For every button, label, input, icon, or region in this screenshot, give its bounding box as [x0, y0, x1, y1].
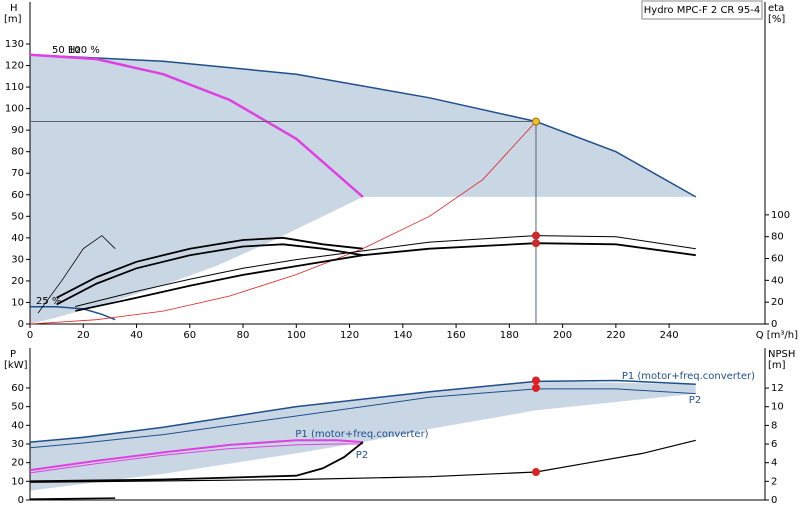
y-axis-unit: [m]	[4, 14, 22, 25]
operating-range	[30, 54, 696, 325]
curve	[29, 121, 537, 325]
y2-tick-label: 20	[771, 297, 784, 308]
y2-axis-unit: [%]	[768, 14, 785, 25]
annotation: 100 %	[68, 45, 100, 56]
y-axis-unit: [kW]	[4, 360, 28, 371]
y-axis-label: H	[10, 3, 18, 14]
y2-tick-label: 8	[771, 420, 777, 431]
y-tick-label: 60	[11, 190, 24, 201]
curve	[29, 497, 116, 500]
y-tick-label: 90	[11, 125, 24, 136]
series-label: P1 (motor+freq.converter)	[295, 429, 428, 440]
y-tick-label: 20	[11, 458, 24, 469]
annotation: 50 Hz	[52, 45, 81, 56]
curve	[29, 441, 364, 483]
y2-axis-label: eta	[768, 3, 784, 14]
x-tick-label: 40	[130, 330, 143, 341]
y2-axis-label: NPSH	[768, 349, 795, 360]
y-tick-label: 20	[11, 276, 24, 287]
y-tick-label: 70	[11, 168, 24, 179]
y2-tick-label: 4	[771, 458, 777, 469]
curve	[29, 53, 364, 198]
x-tick-label: 100	[287, 330, 306, 341]
x-tick-label: 20	[77, 330, 90, 341]
curve	[29, 443, 363, 474]
x-tick-label: 160	[447, 330, 466, 341]
y2-tick-label: 80	[771, 232, 784, 243]
x-tick-label: 200	[553, 330, 572, 341]
x-tick-label: 240	[660, 330, 679, 341]
y-tick-label: 10	[11, 476, 24, 487]
y-tick-label: 50	[11, 211, 24, 222]
y-tick-label: 0	[18, 495, 24, 506]
series-label: P2	[356, 450, 368, 461]
y2-tick-label: 6	[771, 439, 777, 450]
y-tick-label: 110	[5, 82, 24, 93]
y-tick-label: 30	[11, 439, 24, 450]
y2-tick-label: 60	[771, 254, 784, 265]
curve	[37, 235, 116, 314]
model-box	[641, 0, 763, 20]
y-tick-label: 100	[5, 104, 24, 115]
curve	[56, 243, 364, 306]
series-label: P2	[689, 395, 701, 406]
curve	[29, 379, 696, 443]
duty-point	[531, 376, 540, 385]
duty-point	[531, 468, 540, 477]
model-title: Hydro MPC-F 2 CR 95-4	[644, 5, 761, 16]
x-axis-label: Q [m³/h]	[756, 330, 798, 341]
y2-axis-unit: [m]	[768, 360, 786, 371]
y-tick-label: 0	[18, 319, 24, 330]
y-tick-label: 40	[11, 420, 24, 431]
y-tick-label: 30	[11, 254, 24, 265]
y-tick-label: 120	[5, 61, 24, 72]
curve	[29, 439, 363, 472]
y2-tick-label: 2	[771, 476, 777, 487]
x-tick-label: 60	[183, 330, 196, 341]
y-tick-label: 50	[11, 402, 24, 413]
operating-range	[30, 381, 696, 491]
y-tick-label: 10	[11, 297, 24, 308]
x-tick-label: 0	[27, 330, 33, 341]
y-axis-label: P	[10, 349, 16, 360]
y2-tick-label: 0	[771, 319, 777, 330]
series-label: P1 (motor+freq.converter)	[622, 371, 755, 382]
y-tick-label: 130	[5, 39, 24, 50]
x-tick-label: 120	[340, 330, 359, 341]
y2-tick-label: 10	[771, 402, 784, 413]
duty-point	[531, 117, 540, 126]
curve	[29, 388, 696, 449]
x-tick-label: 80	[237, 330, 250, 341]
curve	[75, 242, 696, 312]
x-tick-label: 180	[500, 330, 519, 341]
y2-tick-label: 0	[771, 495, 777, 506]
duty-point	[531, 383, 540, 392]
y-tick-label: 60	[11, 383, 24, 394]
curve	[56, 236, 363, 299]
y-tick-label: 80	[11, 147, 24, 158]
annotation: 25 %	[36, 296, 61, 307]
y2-tick-label: 40	[771, 275, 784, 286]
x-tick-label: 140	[393, 330, 412, 341]
curve	[29, 54, 697, 198]
x-tick-label: 220	[606, 330, 625, 341]
y2-tick-label: 12	[771, 383, 784, 394]
curve	[75, 235, 696, 307]
y2-tick-label: 100	[771, 210, 790, 221]
y-tick-label: 40	[11, 233, 24, 244]
